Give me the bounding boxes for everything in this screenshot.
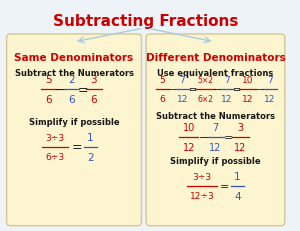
Text: =: = xyxy=(189,85,197,95)
Text: 10: 10 xyxy=(242,76,254,85)
Text: 12: 12 xyxy=(177,95,188,104)
Text: 7: 7 xyxy=(224,76,230,85)
Text: 10: 10 xyxy=(183,122,195,132)
Text: =: = xyxy=(77,83,88,96)
Text: 12: 12 xyxy=(264,95,275,104)
Text: Use equivalent fractions: Use equivalent fractions xyxy=(158,68,274,77)
Text: Simplify if possible: Simplify if possible xyxy=(170,157,261,166)
Text: 3÷3: 3÷3 xyxy=(46,133,64,142)
Text: 12: 12 xyxy=(183,142,195,152)
Text: =: = xyxy=(224,132,233,142)
Text: −: − xyxy=(199,132,208,142)
Text: 7: 7 xyxy=(212,122,219,132)
Text: Different Denominators: Different Denominators xyxy=(146,52,285,63)
Text: 12: 12 xyxy=(209,142,222,152)
Text: =: = xyxy=(72,140,82,153)
Text: 3: 3 xyxy=(237,122,243,132)
Text: 5×2: 5×2 xyxy=(197,76,213,85)
Text: 12: 12 xyxy=(221,95,232,104)
Text: 4: 4 xyxy=(234,191,241,201)
FancyBboxPatch shape xyxy=(7,35,141,226)
Text: 2: 2 xyxy=(68,75,74,85)
Text: 3÷3: 3÷3 xyxy=(193,173,212,181)
Text: Simplify if possible: Simplify if possible xyxy=(29,118,119,126)
Text: 5: 5 xyxy=(45,75,52,85)
Text: 12: 12 xyxy=(234,142,246,152)
Text: 3: 3 xyxy=(91,75,97,85)
Text: 1: 1 xyxy=(87,132,94,142)
Text: 6×2: 6×2 xyxy=(197,95,213,104)
Text: 6÷3: 6÷3 xyxy=(46,152,64,161)
Text: Subtracting Fractions: Subtracting Fractions xyxy=(52,14,238,29)
Text: =: = xyxy=(219,181,229,191)
Text: −: − xyxy=(55,83,65,96)
Text: =: = xyxy=(233,85,242,95)
Text: 12÷3: 12÷3 xyxy=(190,191,214,200)
Text: Subtract the Numerators: Subtract the Numerators xyxy=(156,112,275,121)
Text: −: − xyxy=(256,85,264,95)
Text: −: − xyxy=(168,85,176,95)
Text: 1: 1 xyxy=(234,171,241,181)
Text: −: − xyxy=(213,85,221,95)
Text: 6: 6 xyxy=(68,95,74,105)
Text: Same Denominators: Same Denominators xyxy=(14,52,134,63)
Text: 6: 6 xyxy=(45,95,52,105)
FancyBboxPatch shape xyxy=(146,35,285,226)
Text: 6: 6 xyxy=(159,95,165,104)
Text: 7: 7 xyxy=(179,76,185,85)
Text: 5: 5 xyxy=(159,76,165,85)
Text: 7: 7 xyxy=(267,76,272,85)
Text: Subtract the Numerators: Subtract the Numerators xyxy=(14,68,134,77)
Text: 2: 2 xyxy=(87,152,94,162)
Text: 6: 6 xyxy=(91,95,97,105)
Text: 12: 12 xyxy=(242,95,254,104)
